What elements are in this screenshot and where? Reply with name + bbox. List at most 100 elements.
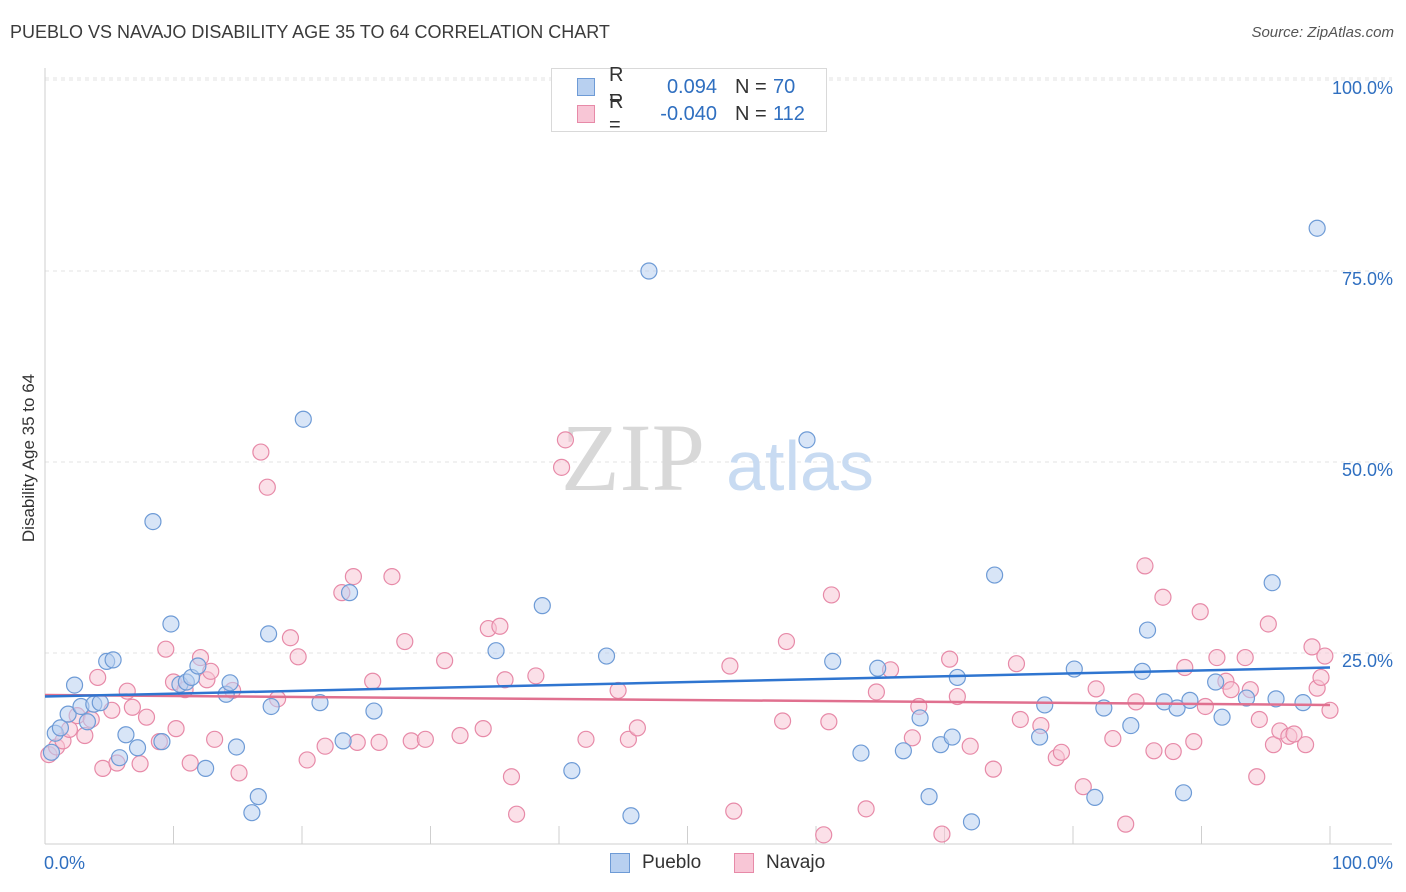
pueblo-point xyxy=(962,813,981,831)
legend-item-navajo[interactable]: Navajo xyxy=(734,852,825,874)
navajo-point xyxy=(822,586,841,604)
pueblo-point xyxy=(487,642,505,660)
navajo-point xyxy=(941,650,959,668)
navajo-point xyxy=(933,825,951,843)
navajo-point xyxy=(137,708,156,726)
pueblo-point xyxy=(533,597,551,615)
navajo-point xyxy=(181,754,199,772)
pueblo-point xyxy=(78,713,97,731)
navajo-point xyxy=(1296,736,1315,754)
navajo-point xyxy=(1259,615,1277,633)
navajo-point xyxy=(1185,733,1203,751)
navajo-point xyxy=(289,648,307,666)
navajo-point xyxy=(527,667,545,685)
navajo-point xyxy=(984,760,1002,778)
legend-item-pueblo[interactable]: Pueblo xyxy=(610,852,701,874)
pueblo-point xyxy=(1294,694,1312,712)
pueblo-point xyxy=(563,762,581,780)
navajo-point xyxy=(230,764,248,782)
navajo-point xyxy=(628,719,646,737)
pueblo-point xyxy=(197,759,215,777)
navajo-point xyxy=(402,732,420,750)
pueblo-point xyxy=(1036,696,1054,714)
r-label: R = xyxy=(609,64,624,109)
pueblo-point xyxy=(221,674,239,692)
navajo-point xyxy=(436,652,454,670)
navajo-point xyxy=(552,458,571,476)
navajo-point xyxy=(281,629,300,647)
navajo-point xyxy=(1011,710,1029,729)
navajo-point xyxy=(1303,638,1321,656)
navajo-point xyxy=(1191,603,1209,621)
pueblo-point xyxy=(51,719,70,737)
legend-row-pueblo: R = 0.094 N = 70 xyxy=(577,64,796,109)
pueblo-point xyxy=(894,742,912,760)
navajo-legend-label: Navajo xyxy=(766,852,826,873)
pueblo-point xyxy=(869,659,887,677)
pueblo-point xyxy=(1122,716,1140,735)
y-tick-label: 25.0% xyxy=(1342,651,1393,671)
pueblo-point xyxy=(1030,728,1049,746)
pueblo-point xyxy=(943,728,961,746)
navajo-point xyxy=(502,768,521,786)
r-label: R = xyxy=(609,91,624,136)
navajo-point xyxy=(721,657,739,675)
n-value: 112 xyxy=(773,102,805,125)
n-label: N = xyxy=(735,102,767,125)
pueblo-point xyxy=(311,694,329,712)
pueblo-point xyxy=(162,615,180,633)
pueblo-point xyxy=(259,625,278,643)
navajo-points xyxy=(40,431,1339,844)
navajo-point xyxy=(815,826,833,844)
navajo-point xyxy=(1208,648,1226,667)
pueblo-point xyxy=(227,738,246,756)
navajo-point xyxy=(1127,693,1145,711)
navajo-legend-swatch xyxy=(734,853,754,873)
watermark-zip: ZIP xyxy=(561,404,705,511)
source-label: Source: ZipAtlas.com xyxy=(1251,24,1394,41)
pueblo-point xyxy=(144,512,162,531)
pueblo-point xyxy=(948,668,966,687)
navajo-point xyxy=(451,726,469,745)
navajo-point xyxy=(1248,768,1266,786)
pueblo-point xyxy=(622,807,640,825)
navajo-point xyxy=(344,567,362,586)
navajo-point xyxy=(298,751,316,769)
n-value: 70 xyxy=(773,75,796,98)
pueblo-point xyxy=(1237,689,1256,707)
pueblo-point xyxy=(911,709,929,727)
pueblo-point xyxy=(640,262,658,280)
trend-lines xyxy=(44,666,1331,707)
pueblo-point xyxy=(986,566,1004,584)
navajo-point xyxy=(131,755,149,773)
pueblo-point xyxy=(59,705,77,723)
navajo-point xyxy=(1052,743,1071,761)
navajo-point xyxy=(364,672,382,690)
pueblo-point xyxy=(1308,219,1326,237)
pueblo-point xyxy=(1086,788,1104,806)
pueblo-point xyxy=(65,676,84,694)
pueblo-point xyxy=(798,431,816,449)
pueblo-point xyxy=(294,410,312,428)
navajo-point xyxy=(496,671,514,689)
navajo-point xyxy=(1074,778,1092,796)
navajo-point xyxy=(123,698,141,716)
pueblo-point xyxy=(110,749,129,767)
x-tick-label: 0.0% xyxy=(44,853,85,873)
legend-row-navajo: R = -0.040 N = 112 xyxy=(577,91,805,136)
navajo-point xyxy=(1154,588,1172,606)
navajo-point xyxy=(1145,742,1163,760)
navajo-trend-line xyxy=(44,693,1331,707)
navajo-point xyxy=(1222,681,1240,699)
navajo-swatch xyxy=(577,105,595,123)
y-axis-label: Disability Age 35 to 64 xyxy=(19,374,38,542)
navajo-point xyxy=(1087,680,1105,698)
pueblo-point xyxy=(117,726,135,744)
pueblo-point xyxy=(189,657,207,675)
pueblo-point xyxy=(91,694,109,712)
grid-layer xyxy=(45,77,1392,654)
axis-layer: 25.0% 50.0% 75.0% 100.0% 0.0% 100.0% xyxy=(44,68,1393,873)
navajo-point xyxy=(577,730,595,748)
navajo-point xyxy=(1164,742,1182,761)
